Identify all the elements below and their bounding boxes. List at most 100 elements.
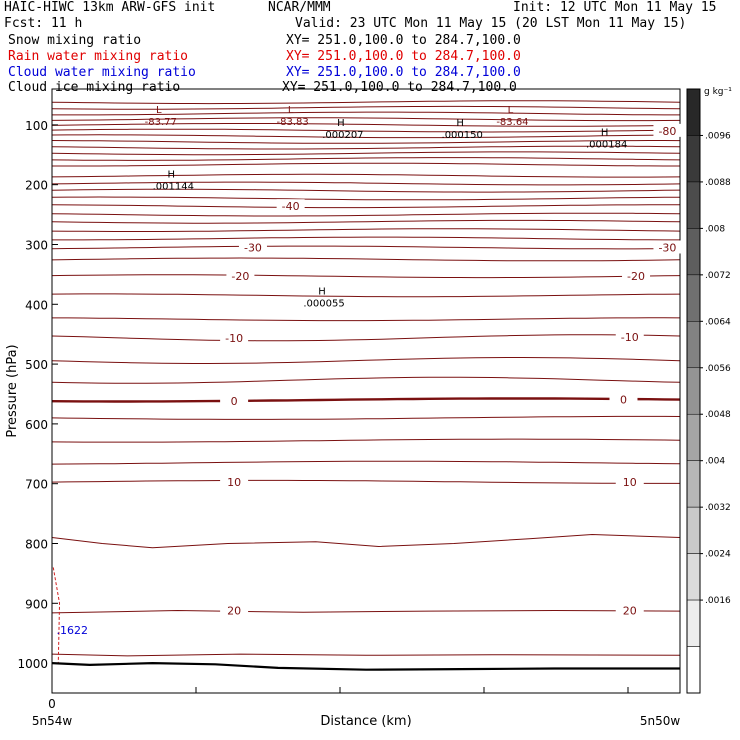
colorbar-label: .0064 (705, 317, 731, 327)
contour-label: 20 (227, 604, 241, 617)
contour-label-bg (226, 269, 255, 283)
isotherm-line (51, 188, 681, 193)
colorbar-label: .0048 (705, 410, 731, 420)
isotherm-line (51, 460, 681, 465)
field-cloudice-name: Cloud ice mixing ratio (8, 80, 181, 95)
isotherm-line (51, 134, 681, 139)
isotherm-line (51, 479, 680, 484)
init-time: Init: 12 UTC Mon 11 May 15 (513, 0, 717, 15)
colorbar-label: .0032 (705, 503, 731, 513)
isotherm-line (51, 105, 681, 110)
y-tick-label: 100 (25, 119, 48, 133)
plot-frame (51, 88, 681, 694)
extremum-mark: L (288, 105, 294, 116)
contour-label-bg (653, 123, 682, 137)
colorbar-swatch (686, 367, 701, 415)
contour-label: -20 (231, 270, 249, 283)
temperature-contours (51, 100, 681, 664)
field-cloudice-xy: XY= 251.0,100.0 to 284.7,100.0 (282, 80, 517, 95)
y-tick-label: 700 (25, 478, 48, 492)
contour-label: -20 (627, 270, 645, 283)
isotherm-line (51, 334, 681, 342)
contour-label-bg (276, 199, 305, 213)
y-tick-label: 1000 (17, 657, 48, 671)
isotherm-line (51, 293, 681, 298)
x-end-label-left: 5n54w (32, 714, 73, 728)
y-tick-label: 300 (25, 238, 48, 252)
isotherm-line (52, 111, 680, 116)
extremum-value: -83.77 (145, 117, 177, 128)
contour-label: -80 (658, 125, 676, 138)
x-axis-title: Distance (km) (320, 714, 411, 729)
colorbar-label: .0096 (705, 131, 731, 141)
isotherm-line (52, 317, 681, 322)
extremum-mark: H (168, 170, 176, 181)
contour-label-bg (622, 269, 651, 283)
isotherm-line (51, 357, 681, 364)
contour-label: 20 (623, 604, 637, 617)
isotherm-line (51, 219, 681, 224)
extremum-mark: H (456, 118, 464, 129)
isotherm-line (52, 162, 680, 167)
contour-label-bg (615, 330, 644, 344)
cloud-water-contour (52, 567, 61, 664)
isotherm-line (51, 245, 681, 250)
extremum-value: .000055 (303, 299, 344, 310)
colorbar-unit: g kg⁻¹ (704, 87, 732, 97)
terrain-surface (51, 661, 680, 671)
colorbar-swatch (686, 553, 701, 601)
contour-label: 10 (623, 476, 637, 489)
colorbar-label: .008 (705, 224, 725, 234)
y-tick-label: 200 (25, 179, 48, 193)
isotherm-line (51, 438, 681, 443)
isotherm-line (51, 212, 681, 217)
cloud-water-label: .1622 (57, 624, 89, 637)
y-axis: 100 200 300 400 500 600 700 800 900 1000 (17, 119, 58, 671)
isotherm-line (51, 140, 681, 144)
y-tick-label: 500 (25, 358, 48, 372)
colorbar-label: .0024 (705, 550, 731, 560)
y-tick-label: 900 (25, 597, 48, 611)
colorbar-swatch (686, 88, 701, 136)
contour-label: 10 (227, 476, 241, 489)
extremum-mark: L (156, 105, 162, 116)
field-rain-xy: XY= 251.0,100.0 to 284.7,100.0 (286, 49, 521, 64)
field-rain-name: Rain water mixing ratio (8, 49, 189, 64)
org-label: NCAR/MMM (268, 0, 331, 15)
field-cloudwater-name: Cloud water mixing ratio (8, 65, 196, 80)
field-snow-name: Snow mixing ratio (8, 33, 142, 48)
valid-time: Valid: 23 UTC Mon 11 May 15 (20 LST Mon … (295, 16, 687, 31)
contour-label-bg (615, 474, 644, 488)
model-title: HAIC-HIWC 13km ARW-GFS init (4, 0, 216, 15)
isotherm-line (51, 173, 681, 178)
extremum-mark: H (337, 118, 345, 129)
contour-label: -30 (244, 241, 262, 254)
isotherm-line (51, 123, 681, 127)
x-end-label-right: 5n50w (640, 714, 681, 728)
contour-label: 0 (231, 395, 238, 408)
extremum-mark: H (601, 128, 609, 139)
isotherm-line (51, 228, 681, 232)
colorbar-swatch (686, 274, 701, 322)
colorbar-label: .0072 (705, 271, 731, 281)
colorbar-swatch (686, 135, 701, 183)
isotherm-line (51, 128, 681, 133)
isotherm-line (51, 151, 681, 156)
contour-labels: -80 -40 -30 -30 -20 -20 -10 -10 0 0 10 10 20 20 (220, 123, 682, 617)
contour-label-bg (220, 394, 249, 408)
contour-label: -30 (658, 241, 676, 254)
contour-label-bg (220, 474, 249, 488)
terrain-line (51, 661, 680, 671)
freezing-level-line (51, 397, 681, 403)
y-axis-title: Pressure (hPa) (5, 344, 20, 437)
colorbar-swatch (686, 460, 701, 508)
contour-label-bg (238, 240, 267, 254)
colorbar-swatch (686, 321, 701, 369)
contour-label-bg (615, 603, 644, 617)
contour-label: -40 (282, 200, 300, 213)
colorbar-swatch (686, 506, 701, 554)
forecast-hour: Fcst: 11 h (4, 16, 83, 31)
colorbar-label: .0088 (705, 178, 731, 188)
colorbar-label: .0056 (705, 364, 731, 374)
x-axis: 0 (48, 687, 629, 711)
